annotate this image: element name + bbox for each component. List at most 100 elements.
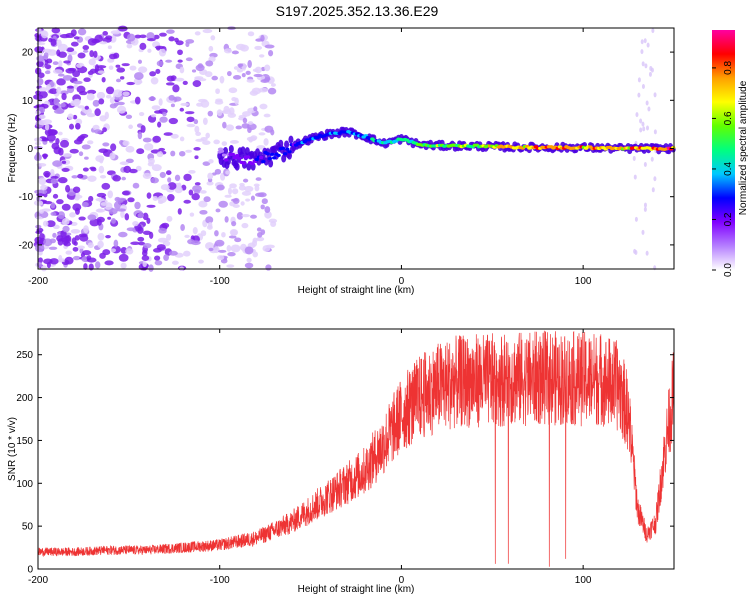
- spectrogram-marks: [33, 25, 676, 272]
- x-tick-label: 0: [399, 575, 405, 586]
- trace-halo: [228, 144, 234, 153]
- snr-series-line: [37, 330, 675, 567]
- noise-blob: [188, 169, 196, 174]
- noise-blob: [197, 98, 208, 103]
- noise-blob: [72, 114, 78, 120]
- noise-blob: [258, 132, 266, 136]
- noise-blob: [189, 212, 195, 217]
- colorbar-tick-label: 0.0: [723, 263, 734, 277]
- noise-blob: [72, 203, 82, 212]
- noise-blob: [185, 149, 192, 153]
- noise-blob: [154, 45, 165, 50]
- trace-halo: [240, 146, 246, 155]
- noise-blob: [102, 127, 107, 133]
- noise-blob: [182, 80, 188, 86]
- trace-point: [237, 156, 242, 160]
- noise-blob: [225, 124, 235, 131]
- noise-blob: [72, 255, 81, 261]
- snr-x-label: Height of straight line (km): [298, 584, 415, 595]
- noise-blob: [62, 153, 72, 157]
- noise-blob: [163, 132, 173, 136]
- noise-blob: [227, 251, 236, 257]
- noise-blob: [77, 245, 85, 250]
- noise-blob: [134, 34, 142, 39]
- noise-blob: [73, 80, 83, 85]
- noise-blob: [78, 135, 86, 140]
- noise-blob: [265, 264, 272, 271]
- noise-blob: [95, 197, 105, 202]
- noise-blob: [58, 177, 68, 184]
- noise-blob: [105, 94, 112, 99]
- noise-blob: [231, 50, 239, 55]
- noise-blob: [134, 96, 141, 105]
- noise-blob: [108, 65, 114, 70]
- noise-blob: [119, 161, 129, 166]
- noise-blob: [229, 140, 239, 144]
- noise-blob: [58, 254, 63, 263]
- noise-blob: [250, 135, 258, 141]
- noise-blob: [166, 215, 173, 222]
- noise-blob: [202, 140, 211, 145]
- noise-blob: [192, 80, 202, 88]
- noise-blob: [162, 240, 171, 247]
- noise-blob: [137, 59, 142, 64]
- noise-blob: [167, 182, 177, 190]
- noise-blob: [226, 70, 232, 77]
- noise-blob: [226, 245, 232, 252]
- noise-blob: [107, 45, 112, 50]
- y-tick-label: 100: [16, 479, 33, 490]
- noise-blob: [250, 214, 257, 219]
- trace-point: [269, 152, 275, 156]
- noise-blob: [113, 239, 119, 248]
- noise-blob: [270, 83, 276, 87]
- noise-blob: [105, 35, 113, 40]
- noise-blob: [77, 173, 84, 179]
- noise-blob: [245, 198, 251, 202]
- noise-blob: [199, 209, 208, 215]
- noise-blob: [110, 143, 117, 152]
- noise-blob: [232, 75, 242, 80]
- noise-blob: [139, 34, 147, 39]
- trace-halo: [278, 139, 284, 148]
- noise-blob: [59, 34, 70, 39]
- noise-blob: [264, 206, 271, 214]
- noise-blob: [38, 114, 46, 120]
- noise-blob: [151, 164, 162, 172]
- noise-blob: [232, 197, 240, 204]
- noise-blob: [87, 175, 97, 182]
- trace-point: [241, 161, 246, 165]
- noise-blob: [75, 122, 81, 130]
- noise-blob: [247, 60, 252, 68]
- noise-blob: [215, 88, 220, 95]
- noise-blob: [259, 54, 265, 58]
- noise-blob: [62, 74, 73, 81]
- noise-blob: [227, 187, 233, 195]
- noise-blob: [634, 216, 638, 222]
- noise-blob: [129, 168, 138, 174]
- noise-blob: [159, 32, 167, 37]
- noise-blob: [197, 63, 204, 69]
- noise-blob: [185, 111, 195, 115]
- noise-blob: [653, 176, 657, 182]
- noise-blob: [102, 249, 111, 256]
- noise-blob: [38, 209, 44, 214]
- noise-blob: [56, 199, 64, 205]
- noise-blob: [115, 78, 122, 83]
- noise-blob: [46, 84, 52, 91]
- noise-blob: [58, 147, 64, 156]
- noise-blob: [68, 67, 77, 72]
- noise-blob: [174, 174, 181, 182]
- noise-blob: [231, 188, 239, 195]
- noise-blob: [651, 28, 655, 34]
- noise-blob: [163, 254, 169, 261]
- noise-blob: [180, 102, 189, 107]
- noise-blob: [644, 63, 648, 69]
- noise-blob: [149, 71, 157, 77]
- noise-blob: [96, 208, 103, 213]
- noise-blob: [102, 30, 109, 36]
- noise-blob: [166, 29, 175, 34]
- noise-blob: [37, 119, 47, 126]
- noise-blob: [217, 255, 225, 261]
- noise-blob: [94, 129, 102, 134]
